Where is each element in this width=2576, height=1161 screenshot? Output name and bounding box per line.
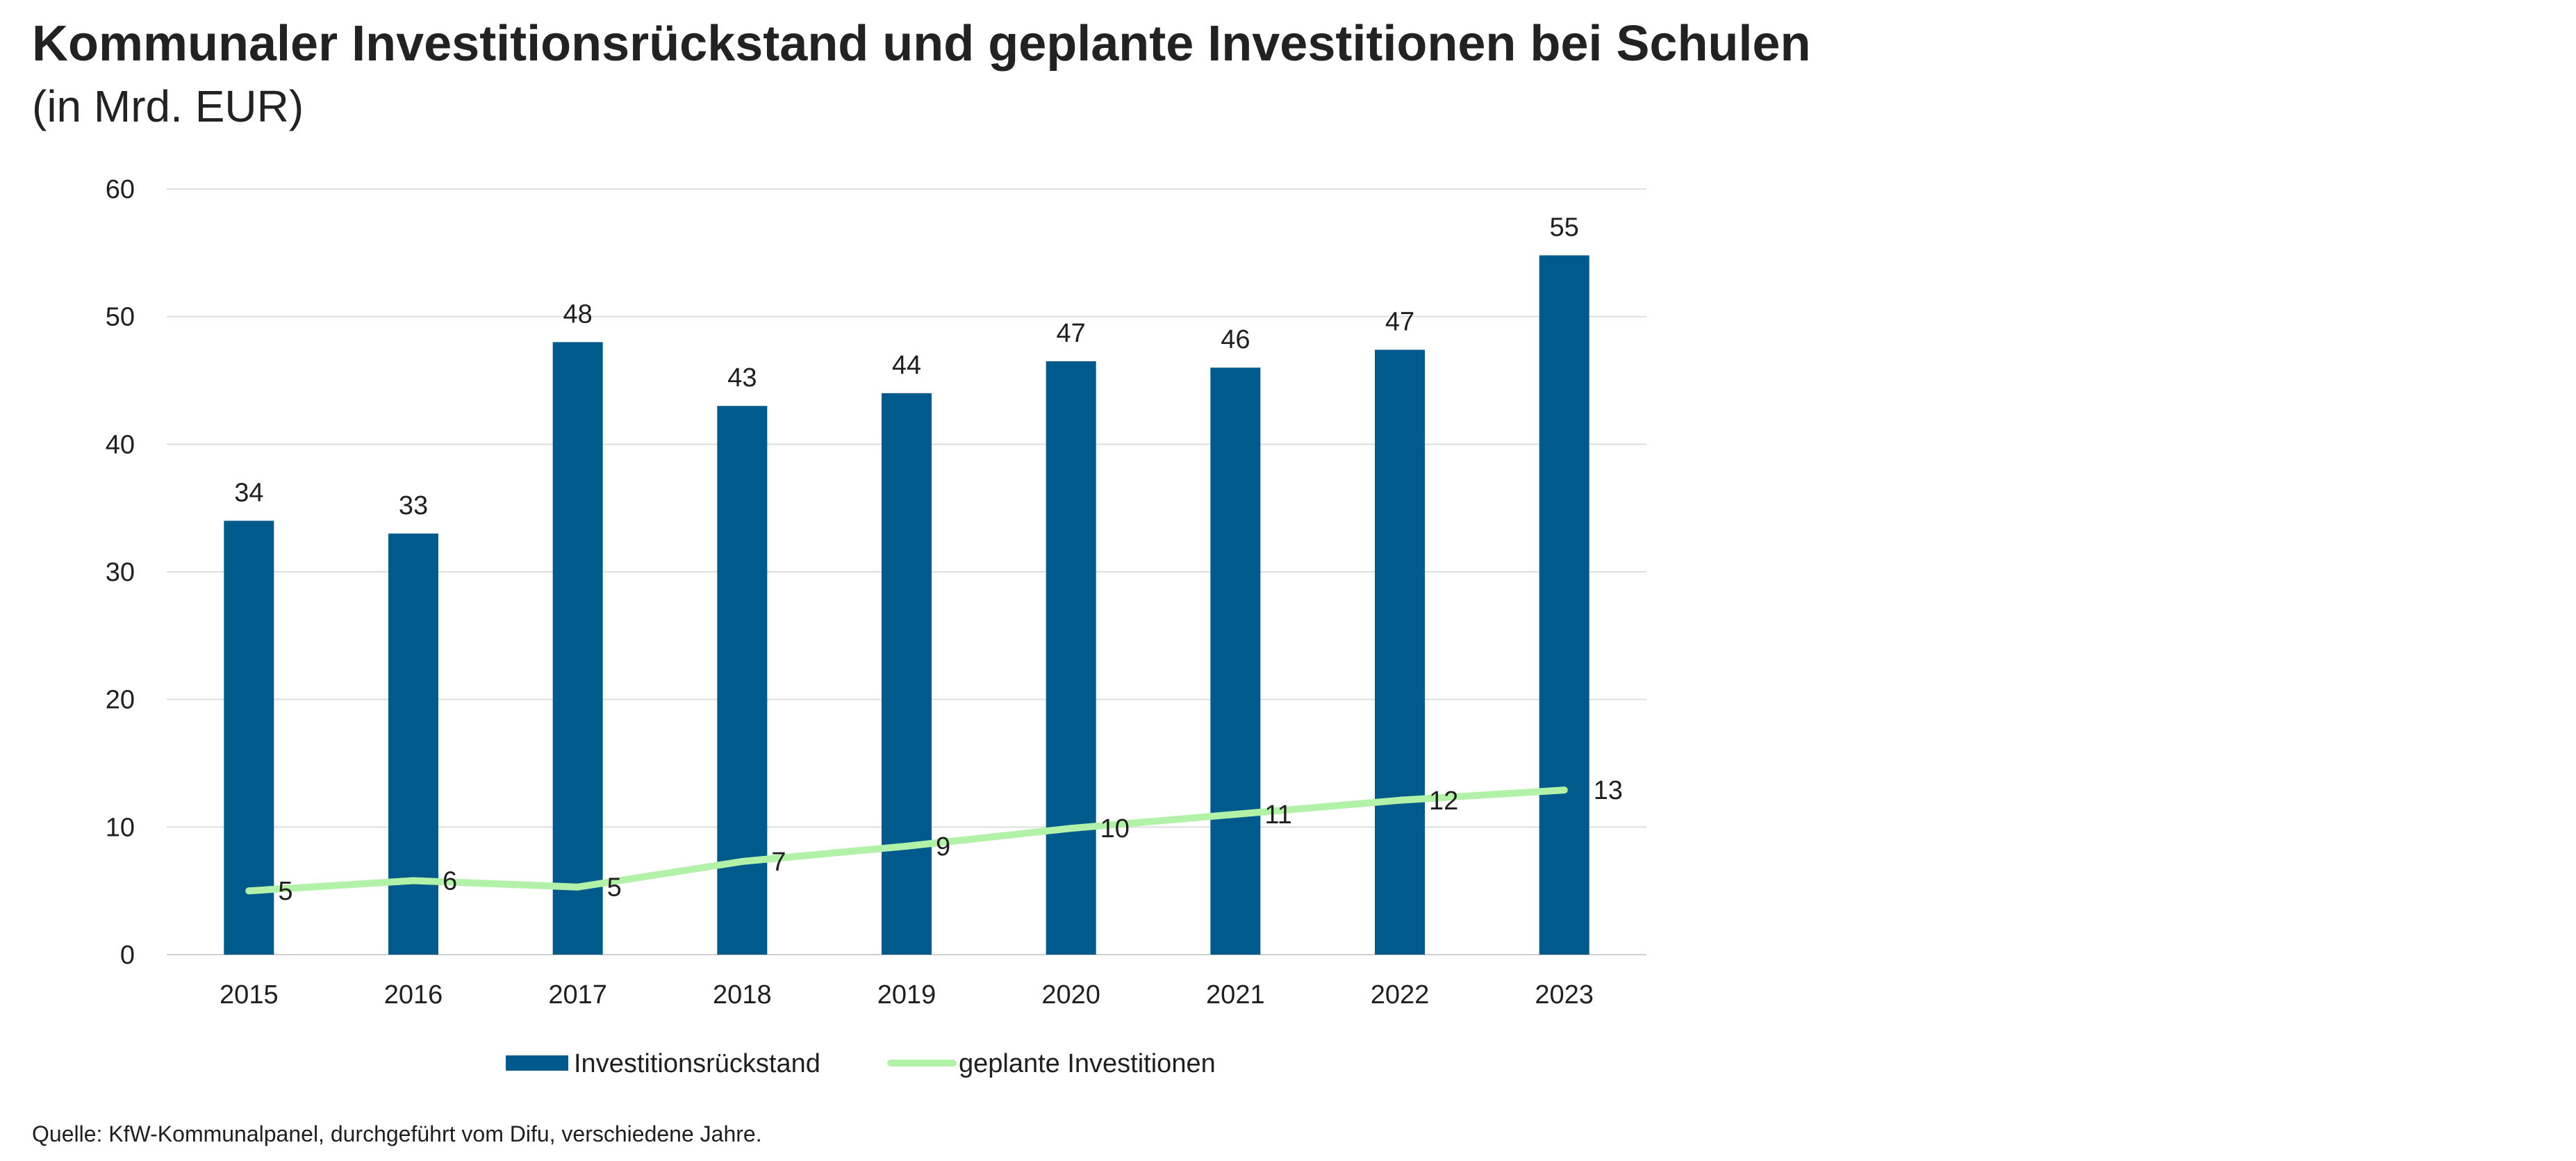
x-tick-label: 2023	[1535, 980, 1594, 1010]
bar-data-label: 46	[1221, 325, 1250, 354]
bar-data-label: 47	[1385, 307, 1414, 336]
legend-label: geplante Investitionen	[959, 1049, 1216, 1078]
line-point	[245, 887, 253, 895]
legend-swatch-bar	[506, 1055, 568, 1071]
line-point	[1232, 810, 1239, 818]
bar-data-label: 47	[1057, 319, 1086, 348]
line-data-label: 10	[1100, 814, 1130, 843]
x-tick-label: 2017	[548, 980, 607, 1010]
line-point	[410, 877, 417, 884]
bar-data-label: 48	[563, 299, 593, 329]
bar-data-label: 44	[892, 351, 921, 380]
line-data-label: 13	[1594, 776, 1623, 805]
bar-data-label: 34	[234, 479, 263, 508]
bar	[552, 342, 603, 955]
line-data-label: 11	[1264, 800, 1291, 830]
bar	[388, 533, 438, 955]
line-point	[903, 842, 910, 850]
line-data-label: 7	[771, 848, 786, 877]
y-axis: 0 10 20 30 40 50 60	[106, 175, 135, 970]
x-tick-label: 2019	[877, 980, 936, 1010]
x-tick-label: 2016	[384, 980, 443, 1010]
bar-data-label: 33	[399, 491, 428, 520]
bar	[224, 520, 274, 955]
y-tick-label: 10	[106, 813, 135, 842]
bar-data-label: 55	[1550, 213, 1579, 242]
source-note: Quelle: KfW-Kommunalpanel, durchgeführt …	[32, 1121, 762, 1146]
y-tick-label: 60	[106, 175, 135, 204]
chart-title: Kommunaler Investitionsrückstand und gep…	[32, 16, 1811, 72]
line-data-label: 12	[1429, 787, 1458, 816]
line-data-label: 5	[278, 877, 292, 906]
legend: Investitionsrückstand geplante Investitio…	[506, 1049, 1216, 1078]
line-point	[1396, 796, 1403, 804]
line-point	[1067, 825, 1075, 832]
bar	[1539, 255, 1590, 955]
chart-subtitle: (in Mrd. EUR)	[32, 81, 304, 131]
bar	[717, 406, 768, 955]
x-tick-label: 2022	[1371, 980, 1430, 1010]
legend-label: Investitionsrückstand	[574, 1049, 820, 1078]
x-tick-label: 2015	[220, 980, 279, 1010]
line-point	[1560, 787, 1568, 794]
y-tick-label: 50	[106, 303, 135, 332]
bar	[1375, 349, 1425, 955]
y-tick-label: 20	[106, 686, 135, 715]
bar	[1046, 361, 1096, 955]
line-data-label: 9	[936, 832, 950, 862]
bar	[1210, 368, 1261, 955]
x-tick-label: 2018	[713, 980, 772, 1010]
line-point	[574, 883, 581, 891]
line-series: 5 6 5 7 9 10 11 12 13	[245, 776, 1623, 906]
y-tick-label: 0	[120, 941, 135, 970]
y-tick-label: 40	[106, 430, 135, 459]
y-tick-label: 30	[106, 558, 135, 587]
x-tick-label: 2021	[1206, 980, 1265, 1010]
bar	[882, 393, 932, 955]
x-tick-label: 2020	[1041, 980, 1100, 1010]
line-data-label: 6	[443, 866, 457, 896]
line-data-label: 5	[607, 873, 622, 903]
bar-data-label: 43	[727, 363, 757, 393]
line-point	[738, 857, 746, 865]
x-axis: 2015 2016 2017 2018 2019 2020 2021 2022 2023	[220, 980, 1594, 1010]
